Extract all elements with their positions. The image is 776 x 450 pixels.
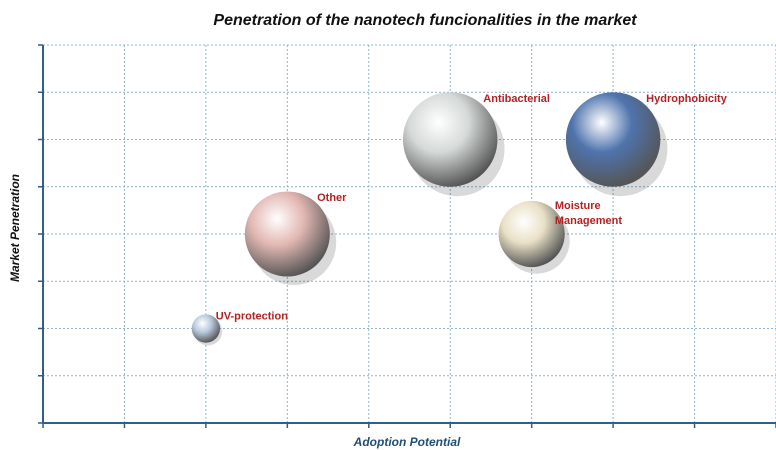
bubble-label: Moisture Management (555, 200, 623, 227)
bubble-label: UV-protection (216, 310, 288, 322)
y-axis-title: Market Penetration (8, 174, 22, 282)
x-axis-title: Adoption Potential (353, 435, 461, 449)
bubble (191, 314, 221, 343)
chart-title: Penetration of the nanotech funcionaliti… (213, 12, 637, 29)
bubble-label: Antibacterial (483, 93, 550, 105)
bubble (402, 92, 498, 187)
bubble (244, 191, 330, 277)
bubble-label: Other (317, 192, 347, 204)
bubble-label: Hydrophobicity (646, 93, 728, 105)
bubble (498, 200, 565, 268)
bubble (565, 92, 661, 187)
